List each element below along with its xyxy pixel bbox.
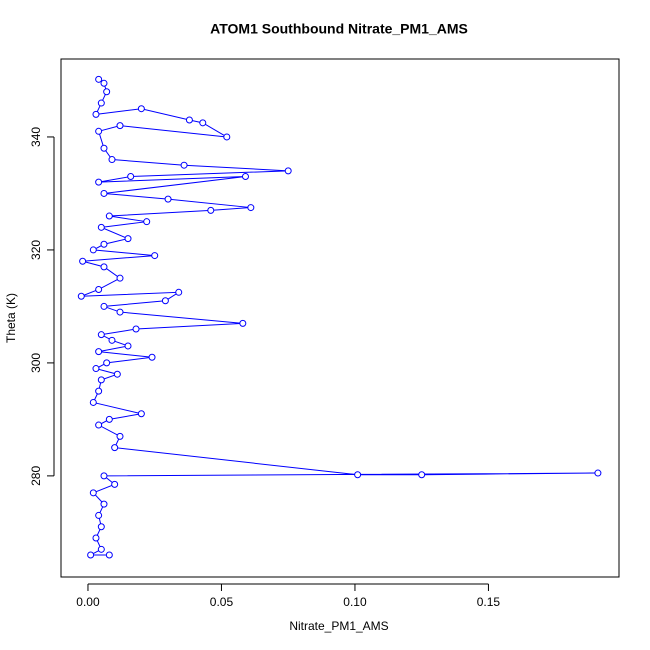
data-point (92, 365, 100, 373)
x-tick-label: 0.15 (477, 595, 501, 609)
data-point (116, 432, 124, 440)
data-point (95, 348, 103, 356)
data-point (92, 534, 100, 542)
data-point (77, 292, 85, 300)
data-point (97, 99, 105, 107)
x-tick-label: 0.00 (76, 595, 100, 609)
data-point (100, 500, 108, 508)
data-point (103, 88, 111, 96)
data-point (207, 206, 215, 214)
y-tick-label: 300 (29, 353, 43, 373)
data-point (594, 469, 602, 477)
y-tick-label: 320 (29, 240, 43, 260)
x-tick-label: 0.05 (210, 595, 234, 609)
data-point (105, 415, 113, 423)
data-point (111, 444, 119, 452)
data-point (87, 551, 95, 559)
data-point (137, 410, 145, 418)
y-axis-label: Theta (K) (4, 293, 18, 343)
data-point (284, 167, 292, 175)
data-point (116, 274, 124, 282)
data-point (111, 480, 119, 488)
data-point (97, 545, 105, 553)
data-point (97, 523, 105, 531)
data-line (81, 78, 598, 556)
data-point (100, 263, 108, 271)
data-point (113, 370, 121, 378)
y-tick-label: 340 (29, 127, 43, 147)
data-point (100, 144, 108, 152)
data-point (95, 285, 103, 293)
data-point (239, 319, 247, 327)
data-point (79, 257, 87, 265)
data-point (95, 511, 103, 519)
data-point (100, 472, 108, 480)
data-point (148, 353, 156, 361)
data-point (95, 127, 103, 135)
y-tick-label: 280 (29, 466, 43, 486)
data-point (95, 387, 103, 395)
data-point (164, 195, 172, 203)
data-point (116, 122, 124, 130)
data-point (95, 178, 103, 186)
data-point (100, 79, 108, 87)
data-point (247, 204, 255, 212)
data-point (108, 156, 116, 164)
data-point (103, 359, 111, 367)
data-point (151, 252, 159, 260)
data-point (241, 172, 249, 180)
data-point (95, 421, 103, 429)
data-point (92, 110, 100, 118)
data-point (418, 471, 426, 479)
data-point (223, 133, 231, 141)
plot-frame (60, 58, 620, 578)
data-point (97, 223, 105, 231)
data-point (143, 218, 151, 226)
data-point (108, 336, 116, 344)
data-point (161, 297, 169, 305)
data-point (199, 119, 207, 127)
data-point (127, 172, 135, 180)
data-point (89, 489, 97, 497)
data-point (95, 75, 103, 83)
x-axis-label: Nitrate_PM1_AMS (289, 619, 388, 633)
data-point (105, 212, 113, 220)
data-point (100, 240, 108, 248)
data-point (116, 308, 124, 316)
data-point (354, 471, 362, 479)
data-point (175, 288, 183, 296)
data-point (124, 235, 132, 243)
data-point (100, 302, 108, 310)
data-point (97, 331, 105, 339)
data-point (185, 116, 193, 124)
data-point (100, 189, 108, 197)
x-tick-label: 0.10 (343, 595, 367, 609)
data-point (105, 551, 113, 559)
data-point (132, 325, 140, 333)
data-point (124, 342, 132, 350)
data-point (137, 105, 145, 113)
data-point (97, 376, 105, 384)
data-point (89, 246, 97, 254)
data-point (180, 161, 188, 169)
chart-title: ATOM1 Southbound Nitrate_PM1_AMS (210, 21, 468, 37)
data-point (89, 398, 97, 406)
